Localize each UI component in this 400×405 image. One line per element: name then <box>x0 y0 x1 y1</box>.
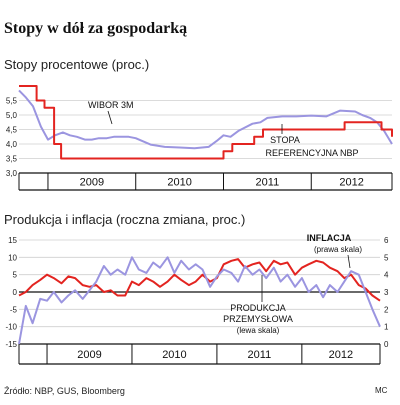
chart1-ytick-label: 4,5 <box>6 126 18 135</box>
chart2-series-inflation-line <box>18 256 381 345</box>
chart2-ytick-label: -15 <box>5 340 17 349</box>
source-note: Źródło: NBP, GUS, Bloomberg <box>4 386 125 396</box>
chart2-year-label: 2012 <box>329 349 353 361</box>
chart1-label-wibor: WIBOR 3M <box>88 100 134 110</box>
chart1-label-ref-line2: REFERENCYJNA NBP <box>265 148 358 158</box>
chart2-year-label: 2009 <box>77 349 101 361</box>
chart1-series-wibor-line <box>18 89 393 150</box>
chart1-year-label: 2010 <box>167 177 191 189</box>
chart2-ytick-label: -10 <box>5 323 17 332</box>
chart1-label-wibor-leader <box>107 110 113 125</box>
chart1-ytick-label: 5,5 <box>6 97 18 106</box>
chart2-label-inflation-leader <box>347 254 351 269</box>
chart2-y2tick-label: 6 <box>384 236 389 245</box>
chart2-label-production-line1: PRODUKCJA <box>230 303 286 313</box>
chart2-ytick-label: 5 <box>13 271 18 280</box>
chart1-year-label: 2009 <box>80 177 104 189</box>
page-title: Stopy w dół za gospodarką <box>4 20 188 37</box>
chart2-ytick-label: 15 <box>8 236 17 245</box>
chart2-y2tick-label: 3 <box>384 288 389 297</box>
chart1-series-ref-line <box>19 85 393 160</box>
chart2-y2tick-label: 1 <box>384 323 389 332</box>
chart1-ytick-label: 4,0 <box>6 140 18 149</box>
chart1-year-label: 2012 <box>339 177 363 189</box>
chart2-ytick-label: 0 <box>13 288 18 297</box>
chart2-label-production-line2: PRZEMYSŁOWA <box>223 314 293 324</box>
chart2-y2tick-label: 0 <box>384 340 389 349</box>
chart2-year-label: 2010 <box>162 349 186 361</box>
chart1-ytick-label: 5,0 <box>6 111 18 120</box>
author-mark: MC <box>375 386 388 395</box>
chart1-title: Stopy procentowe (proc.) <box>4 57 150 72</box>
chart2-y2tick-label: 2 <box>384 305 389 314</box>
chart2-series-production-line <box>18 258 381 302</box>
chart2-title: Produkcja i inflacja (roczna zmiana, pro… <box>4 212 246 227</box>
chart2-label-inflation-line2: (prawa skala) <box>314 245 362 254</box>
chart1-ytick-label: 3,5 <box>6 155 18 164</box>
chart1-label-ref-line1: STOPA <box>270 135 300 145</box>
chart2-y2tick-label: 5 <box>384 253 389 262</box>
chart2-ytick-label: -5 <box>10 305 18 314</box>
chart1-ytick-label: 3,0 <box>6 169 18 178</box>
chart1-year-label: 2011 <box>256 177 280 189</box>
chart2-ytick-label: 10 <box>8 253 17 262</box>
chart2-label-production-line3: (lewa skala) <box>237 326 280 335</box>
chart2-year-label: 2011 <box>248 349 272 361</box>
chart2-y2tick-label: 4 <box>384 271 389 280</box>
chart2-label-inflation-line1: INFLACJA <box>307 233 352 243</box>
